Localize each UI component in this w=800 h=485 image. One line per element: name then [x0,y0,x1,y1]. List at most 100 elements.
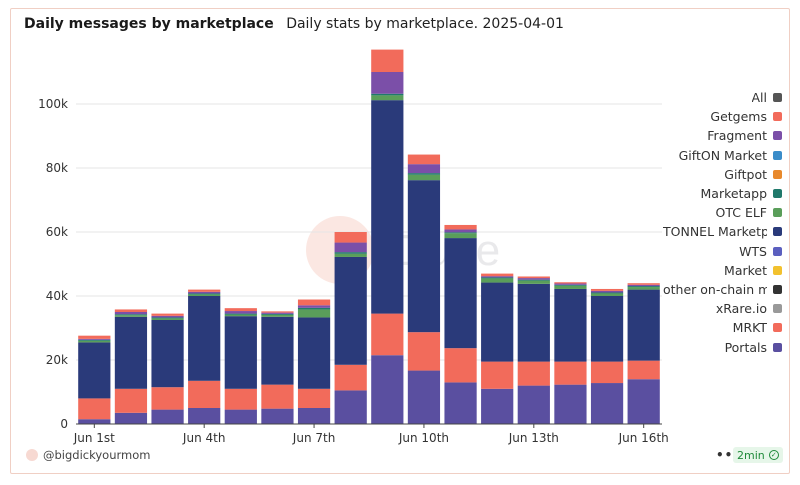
bar-segment[interactable] [371,93,404,96]
bar-segment[interactable] [188,380,221,408]
legend-item[interactable]: WTS [662,242,782,261]
bar-segment[interactable] [371,100,404,314]
bar-segment[interactable] [224,409,257,424]
bar-segment[interactable] [590,383,624,424]
legend-item[interactable]: Market [662,261,782,280]
bar-segment[interactable] [188,296,221,381]
bar-segment[interactable] [297,408,331,424]
bar-segment[interactable] [517,361,550,386]
legend-item[interactable]: Fragment [662,126,782,145]
bar-segment[interactable] [407,174,441,181]
legend-item[interactable]: All [662,88,782,107]
bar-segment[interactable] [334,242,367,253]
bar-segment[interactable] [517,276,550,279]
bar-segment[interactable] [627,289,660,361]
bar-segment[interactable] [224,316,257,389]
bar-segment[interactable] [261,312,294,314]
bar-segment[interactable] [407,332,441,371]
bar-segment[interactable] [224,314,257,317]
bar-segment[interactable] [78,339,111,341]
bar-segment[interactable] [334,364,367,391]
bar-segment[interactable] [188,293,221,295]
bar-segment[interactable] [151,387,184,410]
bar-segment[interactable] [334,253,367,257]
bar-segment[interactable] [78,340,111,343]
bar-segment[interactable] [371,72,404,94]
bar-segment[interactable] [188,294,221,296]
bar-segment[interactable] [334,232,367,243]
bar-segment[interactable] [371,313,404,356]
legend-item[interactable]: Marketapp [662,184,782,203]
bar-segment[interactable] [444,232,477,234]
bar-segment[interactable] [590,361,624,384]
bar-segment[interactable] [188,291,221,294]
bar-segment[interactable] [407,154,441,165]
bar-segment[interactable] [114,312,148,315]
bar-segment[interactable] [444,382,477,424]
bar-segment[interactable] [78,419,111,424]
legend-item[interactable]: TONNEL Marketplace [662,222,782,241]
bar-segment[interactable] [297,388,331,408]
bar-segment[interactable] [371,355,404,424]
bar-segment[interactable] [224,308,257,312]
bar-segment[interactable] [334,390,367,424]
bar-segment[interactable] [151,409,184,424]
legend-item[interactable]: Giftpot [662,165,782,184]
legend-item[interactable]: MRKT [662,318,782,337]
bar-segment[interactable] [517,278,550,280]
bar-segment[interactable] [627,286,660,288]
bar-segment[interactable] [481,278,514,283]
bar-segment[interactable] [517,385,550,424]
bar-segment[interactable] [481,282,514,362]
legend-item[interactable]: OTC ELF [662,203,782,222]
bar-segment[interactable] [114,314,148,316]
bar-segment[interactable] [151,313,184,316]
bar-segment[interactable] [261,408,294,424]
bar-segment[interactable] [151,317,184,319]
footer-user[interactable]: @bigdickyourmom [26,448,150,462]
bar-segment[interactable] [590,288,624,291]
bar-segment[interactable] [224,311,257,314]
bar-segment[interactable] [334,256,367,365]
bar-segment[interactable] [78,335,111,339]
bar-segment[interactable] [407,164,441,174]
bar-segment[interactable] [444,238,477,349]
bar-segment[interactable] [590,296,624,362]
bar-segment[interactable] [627,360,660,380]
legend-item[interactable]: Portals [662,337,782,356]
bar-segment[interactable] [517,279,550,281]
bar-segment[interactable] [554,384,587,424]
bar-segment[interactable] [151,318,184,320]
bar-segment[interactable] [297,307,331,310]
bar-segment[interactable] [261,313,294,315]
bar-segment[interactable] [371,95,404,101]
legend-item[interactable]: Getgems [662,107,782,126]
bar-segment[interactable] [151,315,184,318]
bar-segment[interactable] [590,290,624,293]
bar-segment[interactable] [481,361,514,389]
bar-segment[interactable] [114,316,148,389]
bar-segment[interactable] [114,412,148,424]
bar-segment[interactable] [517,283,550,362]
bar-segment[interactable] [371,49,404,72]
legend-item[interactable]: xRare.io [662,299,782,318]
bar-segment[interactable] [481,277,514,279]
bar-segment[interactable] [627,287,660,290]
bar-segment[interactable] [590,292,624,294]
bar-segment[interactable] [554,284,587,286]
bar-segment[interactable] [554,288,587,362]
bar-segment[interactable] [554,282,587,284]
legend-item[interactable]: GiftON Market [662,146,782,165]
refresh-badge[interactable]: 2min ✓ [733,447,783,463]
bar-segment[interactable] [151,320,184,388]
bar-segment[interactable] [627,379,660,424]
bar-segment[interactable] [297,309,331,318]
legend-item[interactable]: other on-chain marketplaces [662,280,782,299]
bar-segment[interactable] [444,224,477,230]
bar-segment[interactable] [334,252,367,254]
bar-segment[interactable] [407,180,441,333]
bar-segment[interactable] [114,315,148,317]
bar-segment[interactable] [517,280,550,284]
bar-segment[interactable] [627,284,660,287]
bar-segment[interactable] [78,338,111,340]
